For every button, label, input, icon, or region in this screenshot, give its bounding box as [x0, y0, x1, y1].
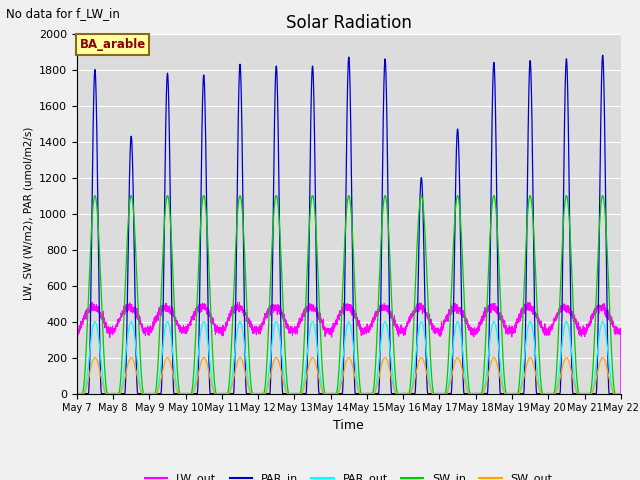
SW_out	[171, 379, 179, 385]
Y-axis label: LW, SW (W/m2), PAR (umol/m2/s): LW, SW (W/m2), PAR (umol/m2/s)	[24, 127, 33, 300]
SW_in	[171, 312, 179, 318]
PAR_out	[91, 319, 99, 324]
PAR_in	[328, 391, 336, 396]
SW_in	[471, 391, 479, 396]
SW_out	[502, 391, 509, 396]
Legend: LW_out, PAR_in, PAR_out, SW_in, SW_out: LW_out, PAR_in, PAR_out, SW_in, SW_out	[141, 469, 557, 480]
Title: Solar Radiation: Solar Radiation	[286, 14, 412, 32]
PAR_out	[171, 368, 179, 374]
X-axis label: Time: Time	[333, 419, 364, 432]
SW_out	[329, 391, 337, 396]
SW_in	[73, 391, 81, 396]
PAR_in	[440, 391, 448, 396]
LW_out	[171, 316, 179, 322]
SW_out	[617, 391, 625, 396]
PAR_in	[471, 391, 479, 396]
SW_out	[616, 391, 624, 396]
PAR_out	[617, 391, 625, 396]
SW_out	[91, 355, 99, 360]
PAR_out	[73, 391, 81, 396]
PAR_in	[599, 52, 607, 58]
PAR_out	[441, 391, 449, 396]
LW_out	[73, 327, 81, 333]
SW_in	[617, 391, 625, 396]
SW_in	[502, 388, 509, 394]
SW_out	[73, 391, 81, 396]
Text: No data for f_LW_in: No data for f_LW_in	[6, 7, 120, 20]
LW_out	[617, 391, 625, 396]
PAR_out	[329, 391, 337, 396]
SW_in	[616, 391, 624, 396]
LW_out	[236, 299, 243, 305]
LW_out	[471, 327, 479, 333]
PAR_in	[73, 391, 81, 396]
LW_out	[502, 324, 509, 330]
PAR_out	[471, 391, 479, 396]
PAR_in	[171, 391, 179, 396]
Line: SW_in: SW_in	[77, 196, 621, 394]
Line: PAR_out: PAR_out	[77, 322, 621, 394]
Line: PAR_in: PAR_in	[77, 55, 621, 394]
LW_out	[616, 329, 624, 335]
PAR_in	[616, 391, 624, 396]
SW_out	[441, 391, 449, 396]
LW_out	[441, 321, 449, 327]
SW_out	[471, 391, 479, 396]
LW_out	[329, 326, 337, 332]
Line: LW_out: LW_out	[77, 302, 621, 394]
Line: SW_out: SW_out	[77, 358, 621, 394]
PAR_out	[616, 391, 624, 396]
PAR_in	[502, 391, 509, 396]
PAR_in	[617, 391, 625, 396]
SW_in	[441, 391, 449, 396]
Text: BA_arable: BA_arable	[79, 38, 146, 51]
SW_in	[329, 391, 337, 396]
SW_in	[91, 193, 99, 199]
PAR_out	[502, 391, 509, 396]
